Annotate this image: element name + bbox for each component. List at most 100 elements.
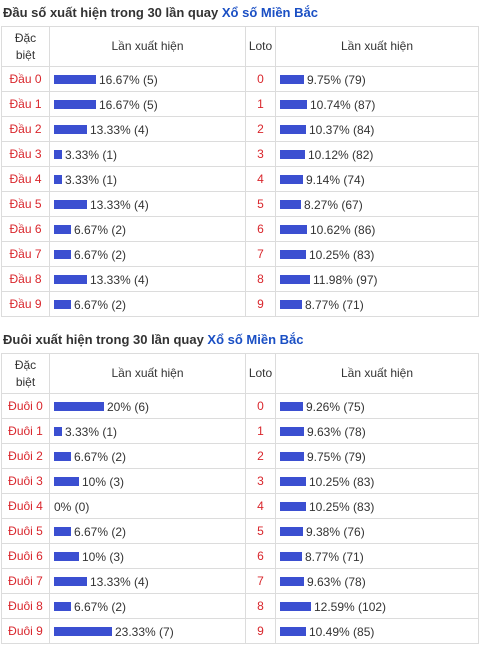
row-label: Đuôi 2 — [1, 443, 50, 469]
header-dac-biet: Đặc biệt — [1, 353, 50, 394]
frequency-bar — [54, 124, 87, 134]
stats-table-dau: Đặc biệt Lần xuất hiện Loto Lần xuất hiện… — [1, 26, 479, 317]
loto-frequency-value: 10.37% (84) — [309, 122, 375, 137]
table-row: Đầu 7 6.67% (2) 7 10.25% (83) — [1, 241, 479, 267]
header-loto: Loto — [245, 26, 276, 67]
mien-bac-link[interactable]: Xổ số Miền Bắc — [207, 332, 304, 347]
loto-frequency-cell: 10.62% (86) — [275, 216, 479, 242]
loto-frequency-bar — [280, 451, 304, 461]
frequency-bar — [54, 551, 79, 561]
loto-frequency-value: 8.27% (67) — [304, 197, 363, 212]
loto-number: 7 — [245, 241, 276, 267]
frequency-value: 6.67% (2) — [74, 222, 127, 237]
frequency-bar — [54, 626, 112, 636]
loto-frequency-cell: 10.74% (87) — [275, 91, 479, 117]
loto-number: 0 — [245, 393, 276, 419]
loto-number: 5 — [245, 518, 276, 544]
header-dac-biet: Đặc biệt — [1, 26, 50, 67]
frequency-cell: 6.67% (2) — [49, 593, 246, 619]
row-label: Đuôi 6 — [1, 543, 50, 569]
loto-frequency-value: 9.75% (79) — [307, 449, 366, 464]
row-label: Đầu 9 — [1, 291, 50, 317]
frequency-bar — [54, 74, 96, 84]
loto-frequency-value: 11.98% (97) — [313, 272, 378, 287]
loto-frequency-bar — [280, 74, 304, 84]
frequency-value: 13.33% (4) — [90, 122, 149, 137]
table-row: Đầu 4 3.33% (1) 4 9.14% (74) — [1, 166, 479, 192]
row-label: Đầu 2 — [1, 116, 50, 142]
frequency-value: 6.67% (2) — [74, 297, 127, 312]
loto-number: 8 — [245, 266, 276, 292]
loto-frequency-cell: 10.25% (83) — [275, 493, 479, 519]
loto-frequency-bar — [280, 224, 307, 234]
frequency-bar — [54, 476, 79, 486]
table-row: Đầu 2 13.33% (4) 2 10.37% (84) — [1, 116, 479, 142]
section-title-text: Đuôi xuất hiện trong 30 lần quay — [3, 332, 208, 347]
row-label: Đuôi 1 — [1, 418, 50, 444]
table-row: Đuôi 0 20% (6) 0 9.26% (75) — [1, 393, 479, 419]
loto-frequency-cell: 9.14% (74) — [275, 166, 479, 192]
frequency-cell: 0% (0) — [49, 493, 246, 519]
loto-number: 9 — [245, 618, 276, 644]
loto-frequency-cell: 9.38% (76) — [275, 518, 479, 544]
frequency-bar — [54, 249, 71, 259]
frequency-value: 16.67% (5) — [99, 72, 158, 87]
loto-frequency-value: 10.25% (83) — [309, 474, 375, 489]
loto-frequency-cell: 10.12% (82) — [275, 141, 479, 167]
loto-frequency-bar — [280, 174, 303, 184]
frequency-value: 10% (3) — [82, 474, 125, 489]
table-header-row: Đặc biệt Lần xuất hiện Loto Lần xuất hiện — [1, 26, 479, 67]
loto-frequency-cell: 9.26% (75) — [275, 393, 479, 419]
frequency-bar — [54, 601, 71, 611]
loto-number: 2 — [245, 443, 276, 469]
header-loto: Loto — [245, 353, 276, 394]
frequency-value: 0% (0) — [54, 499, 90, 514]
loto-frequency-value: 8.77% (71) — [305, 297, 364, 312]
frequency-cell: 20% (6) — [49, 393, 246, 419]
table-row: Đầu 5 13.33% (4) 5 8.27% (67) — [1, 191, 479, 217]
loto-number: 7 — [245, 568, 276, 594]
row-label: Đầu 8 — [1, 266, 50, 292]
loto-frequency-value: 10.62% (86) — [310, 222, 376, 237]
table-row: Đuôi 7 13.33% (4) 7 9.63% (78) — [1, 568, 479, 594]
frequency-value: 3.33% (1) — [65, 147, 118, 162]
table-row: Đuôi 9 23.33% (7) 9 10.49% (85) — [1, 618, 479, 644]
header-lan-xuat-hien: Lần xuất hiện — [49, 353, 246, 394]
frequency-cell: 3.33% (1) — [49, 418, 246, 444]
loto-frequency-cell: 10.49% (85) — [275, 618, 479, 644]
section-title-text: Đầu số xuất hiện trong 30 lần quay — [3, 5, 222, 20]
loto-number: 6 — [245, 543, 276, 569]
section-title-duoi: Đuôi xuất hiện trong 30 lần quay Xổ số M… — [0, 327, 480, 353]
frequency-cell: 6.67% (2) — [49, 216, 246, 242]
loto-frequency-bar — [280, 124, 306, 134]
stats-table-duoi: Đặc biệt Lần xuất hiện Loto Lần xuất hiện… — [1, 353, 479, 644]
mien-bac-link[interactable]: Xổ số Miền Bắc — [221, 5, 318, 20]
frequency-cell: 3.33% (1) — [49, 141, 246, 167]
table-row: Đuôi 2 6.67% (2) 2 9.75% (79) — [1, 443, 479, 469]
row-label: Đầu 4 — [1, 166, 50, 192]
table-row: Đầu 0 16.67% (5) 0 9.75% (79) — [1, 66, 479, 92]
frequency-cell: 6.67% (2) — [49, 291, 246, 317]
frequency-bar — [54, 174, 62, 184]
loto-frequency-bar — [280, 299, 302, 309]
loto-frequency-bar — [280, 274, 310, 284]
loto-frequency-bar — [280, 249, 306, 259]
loto-frequency-cell: 9.75% (79) — [275, 443, 479, 469]
frequency-value: 23.33% (7) — [115, 624, 174, 639]
loto-frequency-cell: 9.63% (78) — [275, 418, 479, 444]
table-row: Đuôi 4 0% (0) 4 10.25% (83) — [1, 493, 479, 519]
frequency-value: 13.33% (4) — [90, 574, 149, 589]
frequency-bar — [54, 451, 71, 461]
loto-frequency-value: 9.63% (78) — [307, 424, 366, 439]
row-label: Đuôi 4 — [1, 493, 50, 519]
frequency-cell: 13.33% (4) — [49, 568, 246, 594]
loto-frequency-bar — [280, 501, 306, 511]
frequency-value: 6.67% (2) — [74, 449, 127, 464]
table-body: Đầu 0 16.67% (5) 0 9.75% (79) Đầu 1 16.67% (5… — [1, 66, 479, 317]
loto-frequency-bar — [280, 426, 304, 436]
frequency-value: 6.67% (2) — [74, 524, 127, 539]
table-header-row: Đặc biệt Lần xuất hiện Loto Lần xuất hiện — [1, 353, 479, 394]
frequency-bar — [54, 199, 87, 209]
header-lan-xuat-hien-loto: Lần xuất hiện — [275, 353, 479, 394]
